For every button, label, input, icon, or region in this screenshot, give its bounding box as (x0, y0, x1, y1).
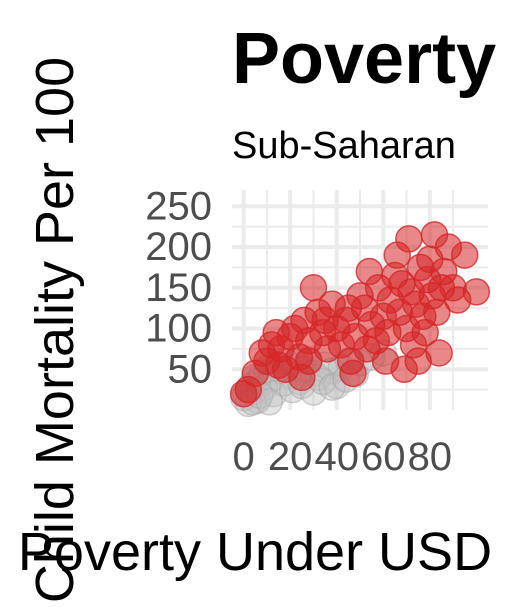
x-tick-label: 80 (408, 435, 453, 479)
y-tick-label: 250 (145, 184, 212, 228)
x-tick-label: 40 (314, 435, 359, 479)
points-layer (229, 221, 491, 418)
red-data-point (334, 294, 363, 322)
y-tick-label: 50 (168, 347, 213, 391)
red-data-point (311, 306, 339, 335)
x-tick-label: 20 (268, 435, 313, 479)
red-data-point (264, 351, 293, 379)
y-tick-label: 200 (145, 225, 212, 269)
red-data-point (425, 339, 453, 367)
y-tick-label: 100 (145, 307, 212, 351)
red-data-point (462, 278, 491, 306)
chart-title: Poverty (232, 19, 496, 99)
red-data-point (411, 318, 439, 347)
x-tick-label: 0 (233, 435, 255, 479)
red-data-point (339, 359, 367, 388)
grey-data-point (255, 388, 283, 416)
grey-data-point (318, 373, 346, 401)
x-tick-label: 60 (361, 435, 406, 479)
red-data-point (450, 241, 479, 269)
red-data-point (390, 355, 418, 384)
red-data-point (395, 225, 423, 253)
red-data-point (288, 363, 316, 392)
chart-subtitle: Sub-Saharan (232, 125, 456, 167)
y-axis-label: Child Mortality Per 100 (25, 57, 85, 603)
y-tick-label: 150 (145, 266, 212, 310)
x-axis-label: Poverty Under USD (18, 522, 492, 582)
